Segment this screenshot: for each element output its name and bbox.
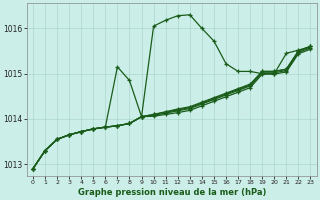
X-axis label: Graphe pression niveau de la mer (hPa): Graphe pression niveau de la mer (hPa): [77, 188, 266, 197]
